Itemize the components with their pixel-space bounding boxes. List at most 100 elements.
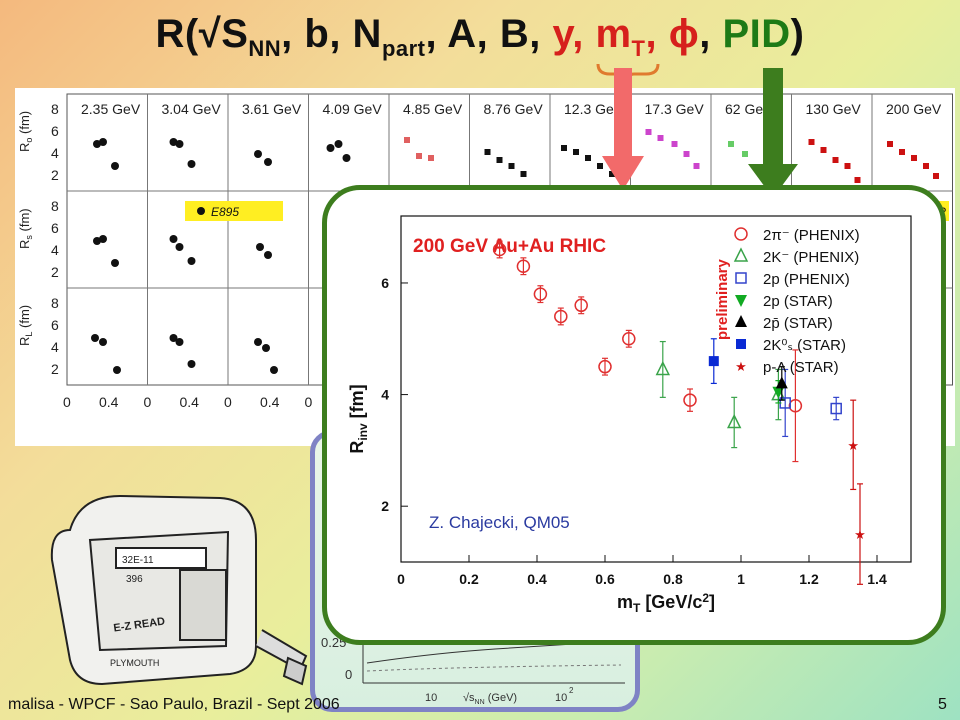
grid-data-point	[326, 144, 335, 152]
grid-data-marker	[657, 135, 664, 141]
legend-label: 2π⁻ (PHENIX)	[763, 227, 860, 244]
data-point	[788, 398, 803, 413]
y-tick-label: 4	[381, 387, 389, 403]
grid-data-point	[99, 338, 107, 346]
legend-marker	[735, 295, 747, 307]
grid-x-tick: 0	[144, 394, 152, 410]
grid-energy-label: 8.76 GeV	[484, 101, 544, 117]
rinv-vs-mt-chart: 0 0.2 0.4 0.6 0.8 1 1.2 1.4 2 4 6 mT [GeV/c2] Rinv […	[322, 185, 946, 645]
data-point	[683, 393, 697, 407]
grid-y-tick: 6	[51, 220, 59, 236]
grid-data-point	[99, 235, 107, 243]
pink-arrow-icon	[602, 68, 644, 190]
grid-x-tick: 0	[305, 394, 313, 410]
page-number: 5	[938, 696, 947, 713]
data-point	[830, 402, 842, 415]
legend-label: p-Λ (STAR)	[763, 359, 839, 376]
grid-data-marker	[645, 129, 652, 135]
tape-number-1: 32E-11	[122, 555, 154, 566]
data-point	[726, 413, 742, 429]
grid-energy-label: 2.35 GeV	[81, 101, 141, 117]
grid-data-point	[111, 162, 119, 170]
legend-label: 2p̄ (STAR)	[763, 315, 833, 332]
legend-marker	[736, 339, 746, 349]
data-point	[598, 359, 612, 374]
grid-data-point	[169, 334, 178, 342]
grid-y-tick: 4	[51, 242, 59, 258]
grid-x-tick: 0.4	[99, 394, 119, 410]
grid-data-point	[99, 138, 107, 146]
data-point	[533, 287, 548, 301]
grid-data-marker	[671, 141, 678, 147]
x-axis-label: mT [GeV/c2]	[617, 591, 715, 615]
legend-marker	[734, 227, 748, 241]
grid-data-marker	[728, 141, 734, 147]
grid-data-point	[264, 251, 272, 259]
grid-y-tick: 4	[51, 339, 59, 355]
ratio-x-tick-exp: 2	[569, 686, 574, 695]
ratio-x-tick-2: 10	[555, 692, 567, 704]
grid-data-point	[187, 160, 196, 168]
data-point	[775, 376, 788, 389]
grid-data-marker	[923, 163, 929, 169]
grid-data-marker	[854, 177, 861, 183]
legend-label: 2K⁻ (PHENIX)	[763, 249, 859, 266]
grid-data-marker	[496, 157, 503, 163]
x-tick-label: 0.2	[459, 571, 479, 587]
grid-data-marker	[693, 163, 700, 169]
grid-data-point	[334, 140, 343, 148]
grid-energy-label: 4.09 GeV	[323, 101, 383, 117]
grid-data-marker	[844, 163, 851, 169]
preliminary-annotation: preliminary	[714, 258, 731, 340]
data-point	[708, 356, 719, 367]
grid-data-marker	[585, 155, 591, 161]
grid-data-marker	[404, 137, 410, 143]
grid-data-marker	[911, 155, 917, 161]
grid-data-point	[111, 259, 119, 267]
data-point	[655, 360, 671, 376]
grid-x-tick: 0.4	[260, 394, 280, 410]
grid-data-point	[256, 243, 264, 251]
grid-data-point	[113, 366, 121, 374]
grid-energy-label: 130 GeV	[806, 101, 862, 117]
grid-data-point	[254, 338, 262, 346]
grid-data-marker	[508, 163, 515, 169]
legend-label: 2p (PHENIX)	[763, 271, 850, 288]
legend-label: 2p (STAR)	[763, 293, 833, 310]
grid-data-point	[187, 257, 196, 265]
tape-maker: PLYMOUTH	[110, 658, 159, 668]
grid-energy-label: 3.61 GeV	[242, 101, 302, 117]
grid-data-marker	[832, 157, 839, 163]
grid-data-point	[175, 243, 184, 251]
tape-number-2: 396	[126, 574, 143, 585]
ratio-x-label: √sNN (GeV)	[463, 692, 517, 706]
grid-data-point	[169, 235, 178, 243]
y-axis-label: Rinv [fm]	[347, 384, 370, 453]
ratio-y-tick-0: 0	[345, 667, 352, 682]
grid-data-marker	[899, 149, 905, 155]
grid-data-point	[262, 344, 270, 352]
grid-data-point	[264, 158, 272, 166]
grid-data-point	[342, 154, 351, 162]
grid-y-tick: 8	[51, 198, 59, 214]
grid-data-marker	[933, 173, 939, 179]
grid-data-marker	[597, 163, 603, 169]
grid-row-label: Ro (fm)	[17, 111, 34, 152]
x-tick-label: 0.6	[595, 571, 615, 587]
grid-energy-label: 17.3 GeV	[645, 101, 705, 117]
grid-row-label: Rs (fm)	[17, 208, 34, 249]
legend-marker	[735, 272, 747, 284]
data-point: ★	[854, 528, 866, 543]
y-tick-label: 6	[381, 275, 389, 291]
legend-marker	[735, 315, 747, 327]
x-tick-label: 1.4	[867, 571, 887, 587]
data-point	[516, 259, 531, 273]
x-tick-label: 0.4	[527, 571, 547, 587]
data-point: ★	[847, 439, 859, 454]
grid-y-tick: 2	[51, 264, 59, 280]
credit-annotation: Z. Chajecki, QM05	[429, 513, 570, 532]
grid-energy-label: 12.3 GeV	[564, 101, 624, 117]
grid-data-marker	[416, 153, 422, 159]
legend-label: 2K⁰ₛ (STAR)	[763, 337, 846, 354]
grid-data-marker	[428, 155, 434, 161]
